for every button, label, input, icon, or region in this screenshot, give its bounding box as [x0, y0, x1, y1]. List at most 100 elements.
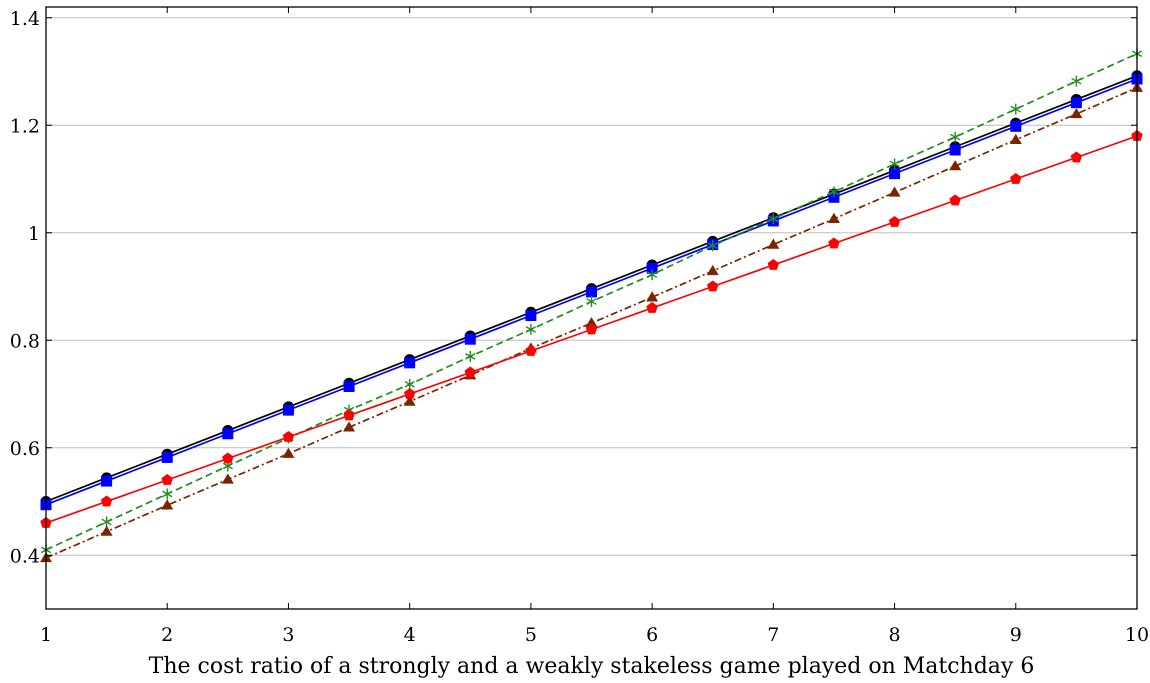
data-point-square	[1010, 120, 1022, 132]
data-point-triangle	[888, 186, 901, 197]
data-point-square	[525, 310, 537, 322]
data-point-pentagon	[585, 323, 598, 335]
asterisk-stroke	[1010, 105, 1021, 113]
series-pentagon	[40, 130, 1143, 528]
data-point-pentagon	[525, 345, 537, 356]
data-point-square	[949, 144, 961, 156]
series-layer	[40, 48, 1143, 563]
data-point-triangle	[1070, 107, 1083, 119]
data-point-pentagon	[343, 409, 355, 421]
x-axis-label: The cost ratio of a strongly and a weakl…	[149, 654, 1035, 679]
asterisk-stroke	[586, 298, 597, 305]
x-tick-label: 2	[161, 624, 173, 646]
y-tick-label: 0.4	[10, 545, 40, 567]
data-point-pentagon	[646, 302, 658, 313]
data-point-pentagon	[1070, 151, 1083, 163]
data-point-triangle	[100, 525, 113, 536]
x-tick-label: 3	[282, 624, 294, 646]
data-point-pentagon	[828, 237, 840, 249]
asterisk-stroke	[404, 380, 415, 388]
data-point-asterisk	[950, 131, 961, 143]
data-point-square	[1070, 97, 1082, 109]
y-tick-label: 1.4	[10, 8, 40, 30]
data-point-triangle	[1009, 133, 1022, 144]
asterisk-stroke	[950, 133, 961, 141]
asterisk-stroke	[768, 215, 779, 223]
x-tick-label: 9	[1010, 624, 1022, 646]
data-point-asterisk	[646, 269, 658, 281]
data-point-pentagon	[1010, 173, 1022, 184]
series-triangle	[40, 81, 1143, 563]
data-point-asterisk	[1010, 103, 1021, 115]
x-tick-label: 8	[889, 624, 901, 646]
asterisk-stroke	[222, 462, 233, 470]
data-point-square	[889, 168, 901, 180]
asterisk-stroke	[707, 242, 718, 250]
data-point-pentagon	[949, 194, 961, 206]
data-point-asterisk	[162, 488, 173, 500]
data-point-pentagon	[707, 280, 719, 292]
asterisk-stroke	[525, 326, 537, 333]
x-tick-label: 4	[404, 624, 416, 646]
x-tick-label: 6	[646, 624, 658, 646]
y-tick-label: 1	[28, 223, 40, 245]
data-point-square	[222, 428, 234, 440]
data-point-triangle	[767, 238, 780, 249]
data-point-asterisk	[586, 296, 597, 308]
data-point-triangle	[161, 499, 174, 510]
y-tick-label: 1.2	[10, 115, 40, 137]
asterisk-stroke	[828, 188, 840, 196]
data-point-pentagon	[767, 259, 780, 270]
data-point-asterisk	[707, 240, 718, 252]
data-point-asterisk	[768, 213, 779, 225]
data-point-triangle	[403, 395, 416, 406]
asterisk-stroke	[889, 160, 900, 168]
asterisk-stroke	[1071, 77, 1082, 85]
data-point-square	[282, 404, 294, 416]
data-point-pentagon	[888, 216, 901, 227]
data-point-pentagon	[282, 431, 295, 442]
asterisk-stroke	[646, 271, 658, 279]
data-point-triangle	[585, 317, 598, 328]
asterisk-stroke	[162, 490, 173, 498]
data-point-triangle	[282, 447, 295, 458]
data-point-pentagon	[100, 495, 113, 507]
x-tick-label: 1	[40, 624, 52, 646]
y-tick-label: 0.6	[10, 438, 40, 460]
data-point-triangle	[221, 473, 234, 484]
data-point-pentagon	[161, 474, 173, 485]
asterisk-stroke	[101, 518, 112, 526]
x-tick-label: 7	[767, 624, 779, 646]
data-point-asterisk	[101, 516, 112, 528]
data-point-triangle	[949, 160, 962, 171]
y-tick-label: 0.8	[10, 330, 40, 352]
data-point-triangle	[827, 212, 840, 223]
data-point-square	[586, 286, 597, 298]
data-point-asterisk	[828, 186, 840, 198]
data-point-triangle	[646, 291, 659, 302]
data-point-pentagon	[222, 452, 234, 464]
x-tick-label: 10	[1125, 624, 1149, 646]
data-point-square	[404, 357, 416, 369]
data-point-asterisk	[465, 350, 476, 362]
series-asterisk	[40, 48, 1143, 556]
data-point-asterisk	[525, 324, 537, 335]
data-point-triangle	[706, 264, 719, 276]
data-point-square	[646, 262, 658, 274]
data-point-square	[343, 380, 355, 392]
data-point-triangle	[343, 421, 356, 432]
data-point-asterisk	[889, 158, 900, 170]
tick-layer: 0.4 0.6 0.8 1 1.2 1.4 1 2 3 4 5 6 7 8 9 10	[10, 7, 1149, 646]
data-point-pentagon	[403, 388, 416, 399]
asterisk-stroke	[465, 353, 476, 360]
x-tick-label: 5	[525, 624, 537, 646]
data-point-square	[161, 451, 173, 463]
grid-layer	[46, 17, 1137, 556]
data-point-square	[101, 475, 113, 487]
data-point-pentagon	[464, 366, 476, 378]
data-point-square	[464, 333, 476, 345]
data-point-asterisk	[1071, 75, 1082, 87]
data-point-asterisk	[404, 378, 415, 390]
plot-frame	[45, 6, 1138, 610]
